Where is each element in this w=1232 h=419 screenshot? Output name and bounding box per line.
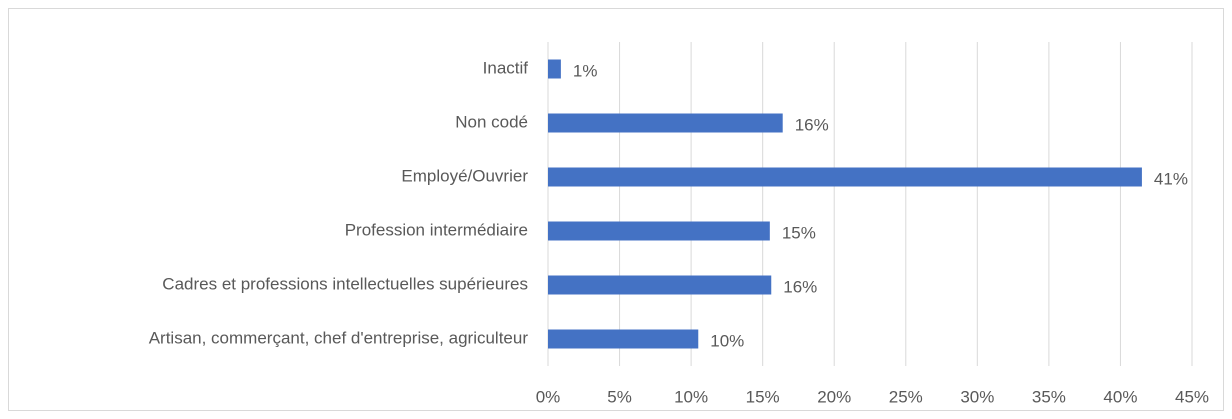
x-tick-label: 40% xyxy=(1103,387,1137,406)
x-tick-label: 15% xyxy=(746,387,780,406)
data-label: 16% xyxy=(783,277,817,296)
y-tick-label: Artisan, commerçant, chef d'entreprise, … xyxy=(149,328,529,347)
data-label: 10% xyxy=(710,331,744,350)
bar xyxy=(548,329,699,349)
x-tick-label: 10% xyxy=(674,387,708,406)
x-tick-label: 35% xyxy=(1032,387,1066,406)
y-tick-label: Inactif xyxy=(483,58,529,77)
x-tick-label: 45% xyxy=(1175,387,1209,406)
bar xyxy=(548,113,783,133)
x-tick-label: 20% xyxy=(817,387,851,406)
bar xyxy=(548,221,770,241)
y-tick-label: Profession intermédiaire xyxy=(345,220,528,239)
y-tick-label: Employé/Ouvrier xyxy=(401,166,528,185)
x-tick-label: 30% xyxy=(960,387,994,406)
x-tick-label: 0% xyxy=(536,387,561,406)
x-tick-label: 5% xyxy=(607,387,632,406)
data-label: 41% xyxy=(1154,169,1188,188)
data-label: 15% xyxy=(782,223,816,242)
y-tick-label: Non codé xyxy=(455,112,528,131)
bar xyxy=(548,167,1142,187)
bar xyxy=(548,275,772,295)
bar xyxy=(548,59,561,79)
data-label: 16% xyxy=(795,115,829,134)
y-tick-label: Cadres et professions intellectuelles su… xyxy=(162,274,528,293)
data-label: 1% xyxy=(573,61,598,80)
x-tick-label: 25% xyxy=(889,387,923,406)
chart-frame xyxy=(8,8,1224,411)
